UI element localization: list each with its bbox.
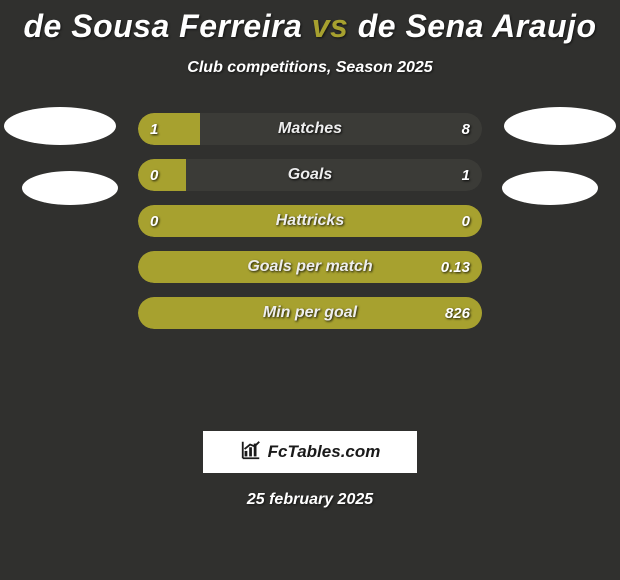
stat-bar: 18Matches [138, 113, 482, 145]
player2-name: de Sena Araujo [358, 8, 597, 44]
player1-name: de Sousa Ferreira [24, 8, 303, 44]
stat-label: Min per goal [138, 297, 482, 329]
player2-portrait [504, 107, 616, 145]
player1-portrait [4, 107, 116, 145]
fctables-logo: FcTables.com [203, 431, 417, 473]
stat-bar: 826Min per goal [138, 297, 482, 329]
stat-label: Goals [138, 159, 482, 191]
stat-label: Matches [138, 113, 482, 145]
date-label: 25 february 2025 [0, 491, 620, 509]
comparison-chart: 18Matches 01Goals 00Hattricks 0.13Goals per… [0, 113, 620, 413]
chart-icon [240, 439, 262, 466]
stat-bars: 18Matches 01Goals 00Hattricks 0.13Goals per… [138, 113, 482, 329]
subtitle: Club competitions, Season 2025 [0, 59, 620, 77]
right-portraits [496, 107, 616, 205]
stat-bar: 00Hattricks [138, 205, 482, 237]
vs-word: vs [312, 8, 349, 44]
player2-portrait [502, 171, 598, 205]
stat-label: Hattricks [138, 205, 482, 237]
stat-bar: 0.13Goals per match [138, 251, 482, 283]
stat-label: Goals per match [138, 251, 482, 283]
logo-text: FcTables.com [268, 442, 381, 462]
stat-bar: 01Goals [138, 159, 482, 191]
player1-portrait [22, 171, 118, 205]
left-portraits [4, 107, 124, 205]
page-title: de Sousa Ferreira vs de Sena Araujo [0, 0, 620, 45]
